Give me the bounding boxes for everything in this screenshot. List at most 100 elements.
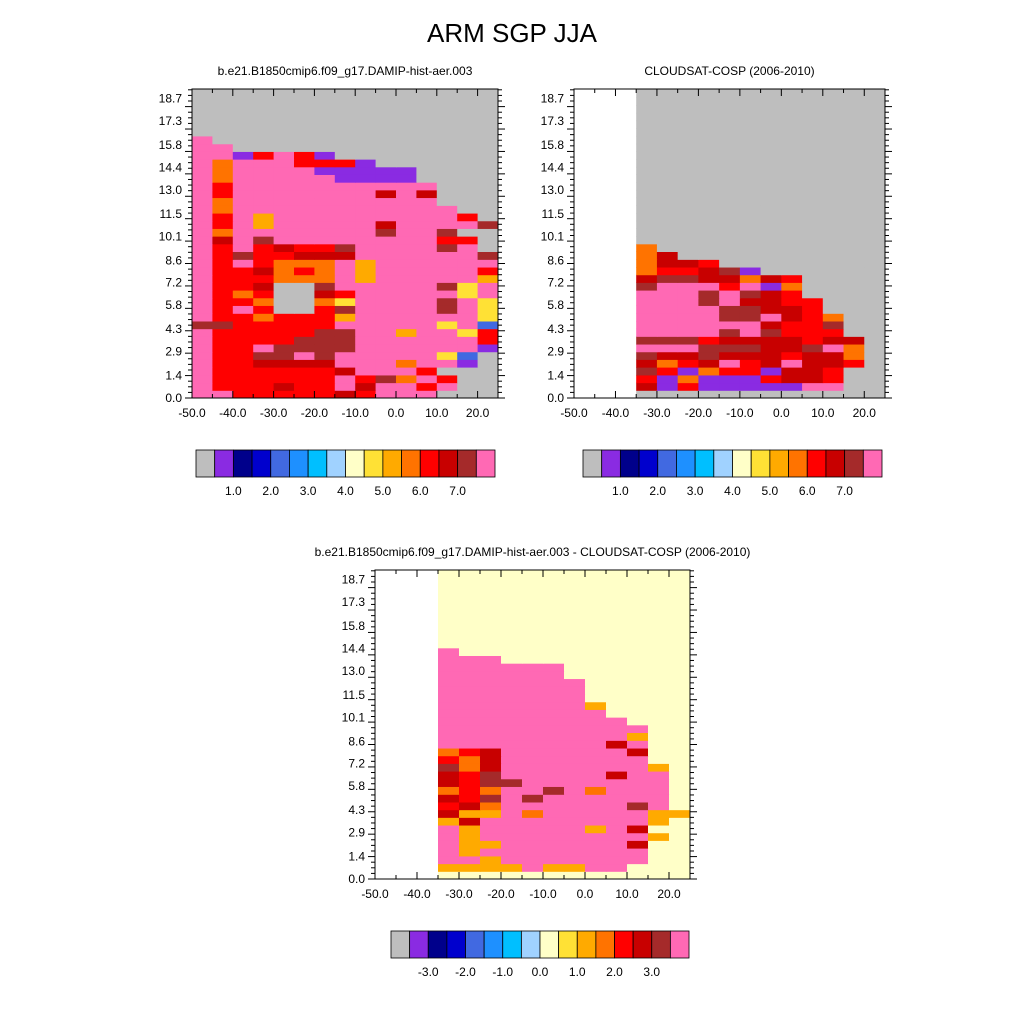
- heatmap-cell: [698, 143, 720, 152]
- y-tick-label: 5.8: [165, 298, 182, 312]
- heatmap-cell: [698, 197, 720, 206]
- heatmap-cell: [781, 166, 803, 175]
- heatmap-cell: [314, 166, 336, 175]
- heatmap-cell: [564, 840, 586, 849]
- heatmap-cell: [760, 390, 782, 399]
- heatmap-cell: [416, 135, 438, 145]
- heatmap-cell: [802, 205, 824, 214]
- heatmap-cell: [822, 205, 845, 214]
- heatmap-cell: [606, 755, 628, 764]
- heatmap-cell: [416, 336, 438, 345]
- heatmap-cell: [416, 120, 438, 129]
- heatmap-cell: [822, 344, 845, 353]
- heatmap-cell: [477, 97, 499, 106]
- heatmap-cell: [334, 205, 356, 214]
- heatmap-cell: [459, 578, 481, 587]
- heatmap-cell: [396, 128, 417, 137]
- heatmap-cell: [802, 128, 824, 137]
- heatmap-cell: [585, 694, 607, 703]
- x-tick-label: -40.0: [403, 887, 431, 901]
- heatmap-cell: [294, 251, 315, 260]
- heatmap-cell: [564, 586, 586, 595]
- heatmap-cell: [719, 166, 741, 175]
- heatmap-cell: [253, 374, 275, 384]
- heatmap-cell: [843, 320, 865, 330]
- heatmap-cell: [436, 97, 458, 106]
- heatmap-cell: [334, 197, 356, 206]
- heatmap-cell: [543, 647, 565, 656]
- heatmap-cells: [636, 89, 886, 399]
- heatmap-cell: [438, 748, 460, 757]
- heatmap-cell: [864, 120, 886, 129]
- heatmap-cell: [459, 832, 481, 841]
- heatmap-cell: [436, 259, 458, 268]
- heatmap-cell: [273, 313, 295, 322]
- heatmap-cell: [677, 374, 699, 384]
- heatmap-cell: [334, 105, 356, 114]
- heatmap-cell: [760, 151, 782, 160]
- y-tick-label: 13.0: [159, 183, 183, 197]
- heatmap-cell: [253, 228, 275, 237]
- heatmap-cell: [719, 97, 741, 106]
- heatmap-cell: [543, 771, 565, 780]
- heatmap-cell: [843, 336, 865, 345]
- heatmap-cell: [627, 701, 649, 710]
- heatmap-cell: [416, 143, 438, 152]
- heatmap-cell: [719, 220, 741, 229]
- heatmap-cell: [648, 809, 670, 818]
- heatmap-cell: [648, 701, 670, 710]
- heatmap-cell: [564, 817, 586, 826]
- heatmap-cell: [334, 213, 356, 222]
- heatmap-cell: [396, 197, 417, 206]
- heatmap-cell: [648, 825, 670, 834]
- heatmap-cell: [864, 382, 886, 391]
- heatmap-cell: [459, 609, 481, 618]
- heatmap-cell: [648, 832, 670, 841]
- heatmap-cell: [648, 670, 670, 680]
- heatmap-cell: [355, 151, 377, 160]
- heatmap-cell: [656, 328, 679, 337]
- heatmap-cell: [355, 97, 377, 106]
- heatmap-cell: [698, 267, 720, 276]
- heatmap-cell: [212, 189, 234, 199]
- heatmap-cell: [606, 748, 628, 757]
- heatmap-cell: [843, 112, 865, 122]
- heatmap-cell: [459, 855, 481, 865]
- heatmap-cell: [543, 724, 565, 733]
- heatmap-cell: [606, 740, 628, 749]
- heatmap-cell: [677, 189, 699, 199]
- heatmap-cell: [802, 105, 824, 114]
- heatmap-cell: [477, 390, 499, 399]
- heatmap-cell: [232, 243, 254, 252]
- heatmap-cell: [656, 97, 679, 106]
- heatmap-cell: [781, 128, 803, 137]
- heatmap-cell: [522, 778, 544, 787]
- heatmap-cell: [739, 89, 762, 98]
- heatmap-cell: [719, 320, 741, 330]
- heatmap-cell: [438, 786, 460, 795]
- heatmap-cell: [334, 267, 356, 276]
- heatmap-cell: [669, 694, 691, 703]
- heatmap-cell: [477, 159, 499, 168]
- heatmap-cell: [294, 143, 315, 152]
- heatmap-cell: [375, 390, 397, 399]
- heatmap-cell: [501, 678, 523, 687]
- heatmap-cell: [273, 128, 295, 137]
- heatmap-cell: [212, 228, 234, 237]
- y-tick-label: 10.1: [342, 710, 366, 724]
- heatmap-cell: [760, 243, 782, 252]
- x-tick-label: -20.0: [685, 406, 713, 420]
- heatmap-cell: [522, 694, 544, 703]
- heatmap-cell: [648, 570, 670, 579]
- heatmap-cell: [212, 97, 234, 106]
- heatmap-cell: [375, 267, 397, 276]
- heatmap-cell: [843, 189, 865, 199]
- heatmap-cell: [677, 105, 699, 114]
- heatmap-cell: [843, 135, 865, 145]
- colorbar-box: [732, 449, 752, 478]
- heatmap-cell: [457, 320, 479, 330]
- heatmap-cell: [627, 748, 649, 757]
- heatmap-cell: [564, 794, 586, 803]
- heatmap-cell: [843, 213, 865, 222]
- heatmap-cell: [457, 351, 479, 360]
